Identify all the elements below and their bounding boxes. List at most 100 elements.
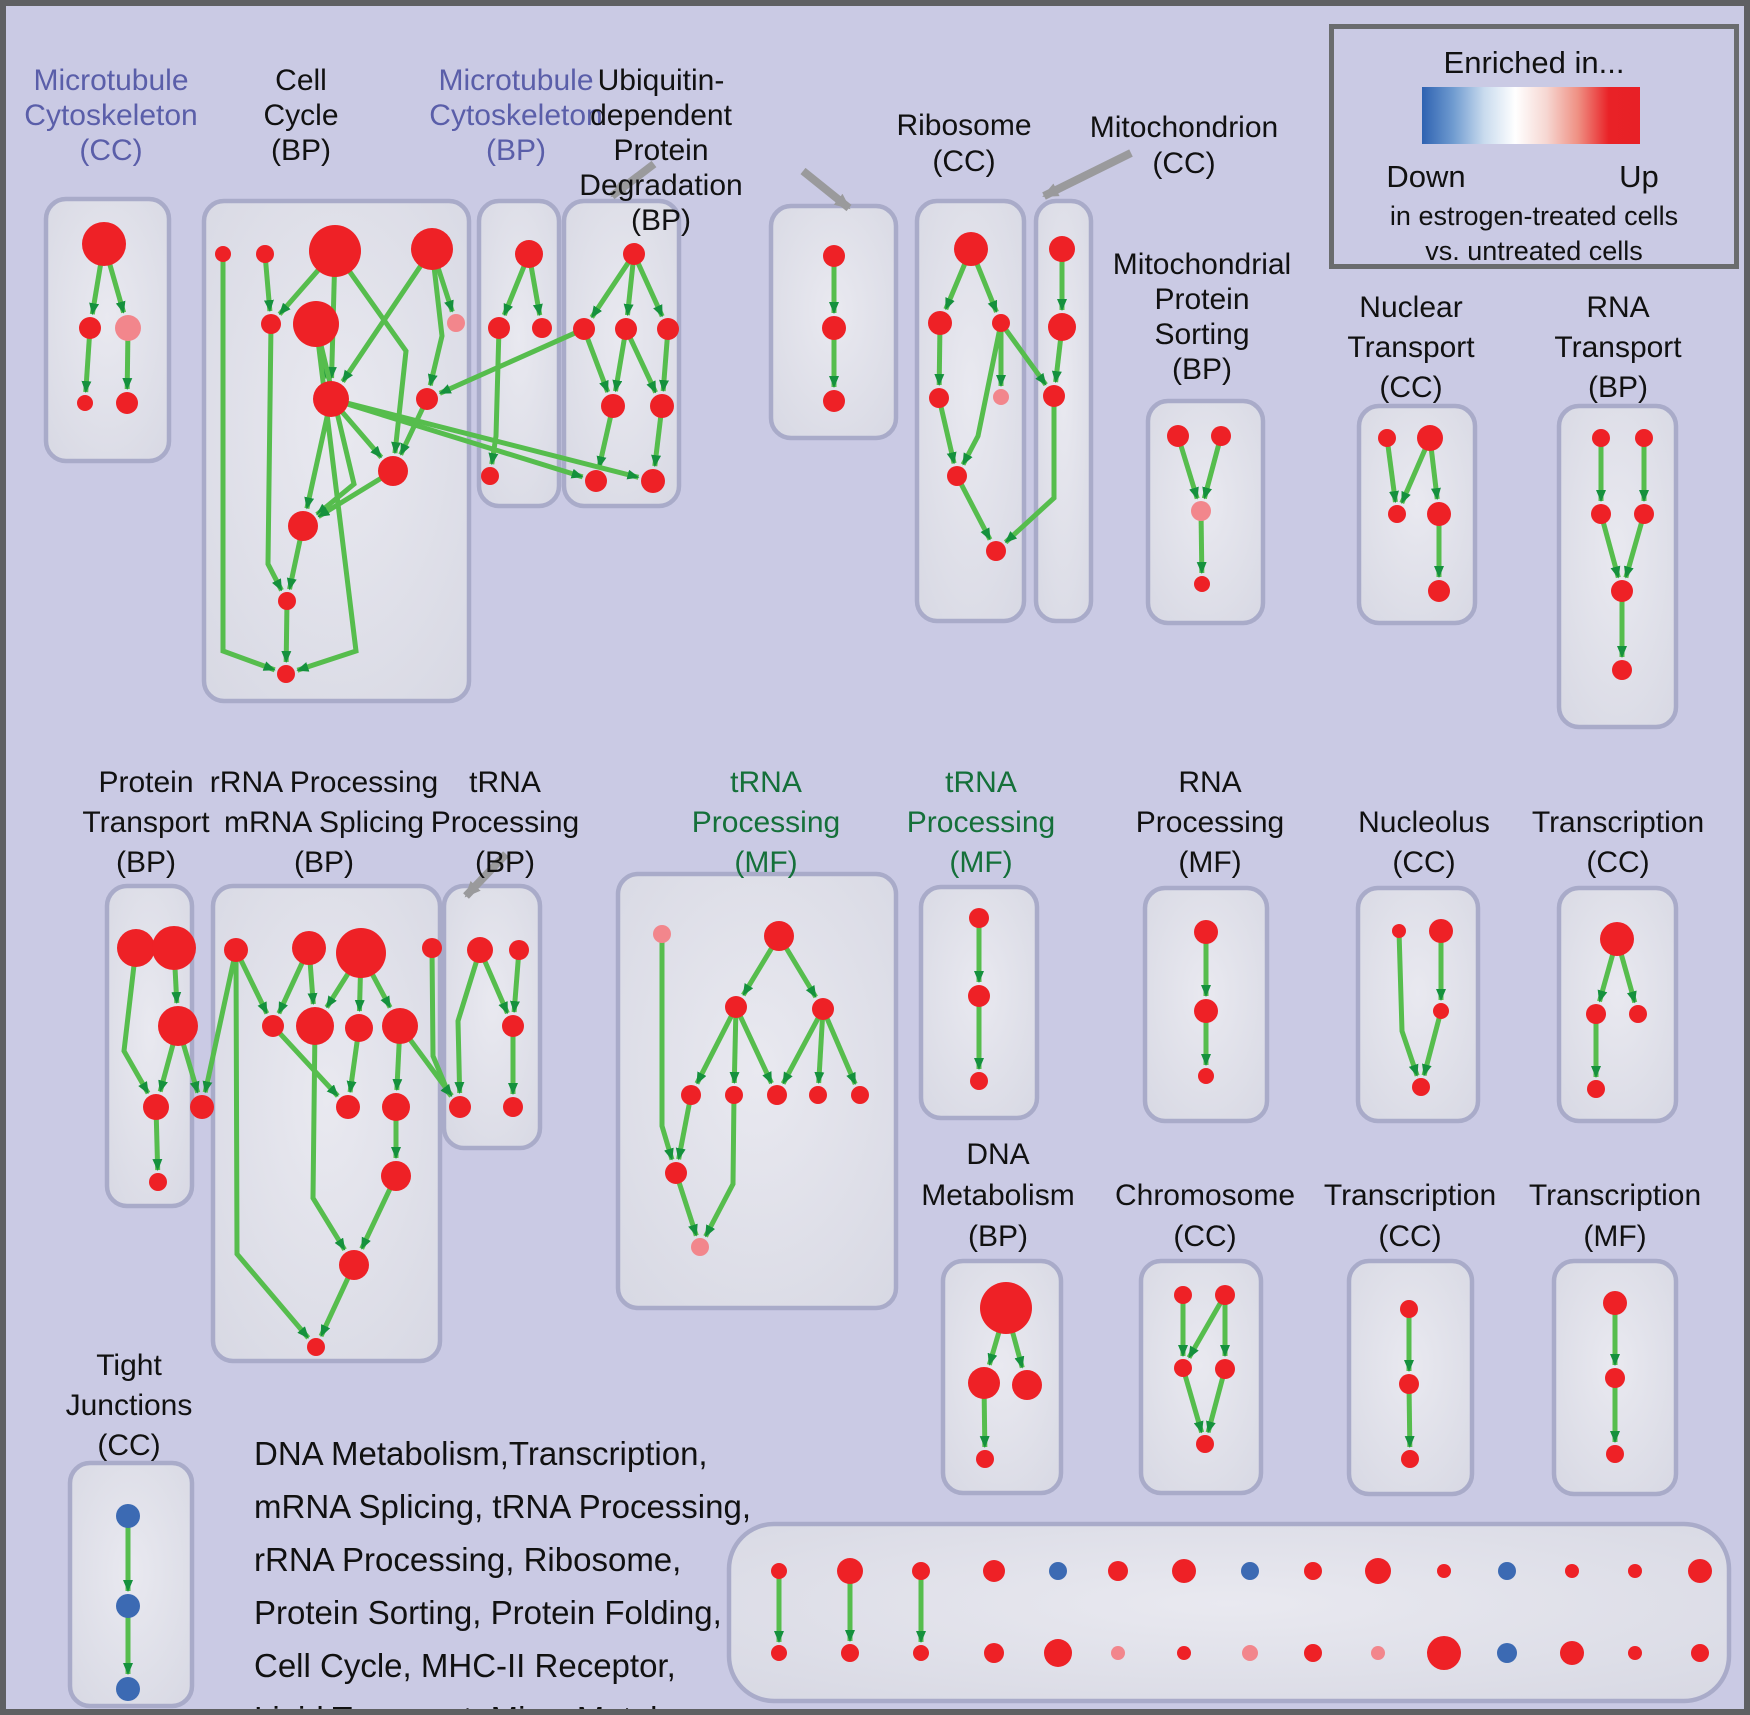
edge-rrna-r2a-r3a [277, 1031, 340, 1098]
node-tbp-BL [449, 1096, 471, 1118]
node-dnam-D1 [980, 1282, 1032, 1334]
legend: Enriched in... Down Up in estrogen-treat… [1329, 24, 1739, 269]
edge-cc-n8-ub1-bR [346, 400, 640, 480]
node-nucl-ncBt [1412, 1078, 1430, 1096]
ubiquitin-left-pointer [609, 160, 657, 200]
edge-tmf1-GR-c3 [780, 1016, 821, 1085]
edge-chrom-C3-C5 [1182, 1374, 1205, 1434]
edge-mito-M2-M3 [1051, 339, 1063, 384]
node-misc-a5 [1049, 1562, 1067, 1580]
node-misc-a12 [1498, 1562, 1516, 1580]
node-chrom-C4 [1215, 1359, 1235, 1379]
node-mt_bp-m4 [481, 467, 499, 485]
edge-cc-n9-n10 [398, 406, 425, 456]
edge-rtrans-T3-T5 [1600, 522, 1621, 579]
edge-cc-n4-n9 [427, 268, 445, 387]
edge-rrna-r2b-mg [310, 1043, 347, 1251]
edge-chrom-C4-C5 [1205, 1377, 1226, 1434]
node-tmf1-pk2 [691, 1238, 709, 1256]
edge-mt_cc-a-c [107, 263, 127, 314]
edge-cc-n3-n5 [277, 268, 321, 316]
cluster-label-nucl: Nucleolus (CC) [1358, 806, 1490, 879]
cluster-label-cc: Cell Cycle (BP) [263, 64, 339, 167]
edge-tmf1-GR-c5 [824, 1017, 858, 1085]
edge-mt_cc-a-b [89, 264, 104, 316]
edge-cc-n10-n11 [317, 476, 383, 519]
edge-ub1-vL-bL [596, 416, 614, 469]
node-tmf1-c2 [725, 1086, 743, 1104]
node-tbp-K1 [467, 937, 493, 963]
node-rtrans-T6 [1612, 660, 1632, 680]
node-tmf2-h3 [970, 1072, 988, 1090]
node-ntrans-N5 [1428, 580, 1450, 602]
node-mt_cc-c [115, 315, 141, 341]
node-misc-a1 [771, 1563, 787, 1579]
cluster-box-chrom [1138, 1258, 1264, 1496]
node-misc-b3 [913, 1645, 929, 1661]
node-misc-b4 [984, 1643, 1004, 1663]
node-misc-b8 [1242, 1645, 1258, 1661]
cluster-label-ntrans: Nuclear Transport (CC) [1347, 291, 1475, 404]
edge-cc-n6-n13 [296, 345, 359, 673]
node-misc-b1 [771, 1645, 787, 1661]
node-ub1-uL [573, 318, 595, 340]
node-ribo-R1 [954, 232, 988, 266]
node-cc-n7 [447, 314, 465, 332]
node-misc-b6 [1111, 1646, 1125, 1660]
node-rrna-r4 [381, 1161, 411, 1191]
node-tmf1-c1 [681, 1085, 701, 1105]
node-tcc2-X3 [1629, 1005, 1647, 1023]
legend-title: Enriched in... [1443, 45, 1625, 80]
node-misc-b12 [1497, 1643, 1517, 1663]
edge-ptrans-C-E [181, 1043, 201, 1094]
node-mito-M1 [1049, 236, 1075, 262]
edge-nucl-ncM-ncBt [1421, 1017, 1442, 1077]
edge-tmf1-GR-c4 [814, 1018, 825, 1085]
node-misc-b7 [1177, 1646, 1191, 1660]
node-mt_cc-d [77, 395, 93, 411]
cluster-label-tbp: tRNA Processing (BP) [430, 766, 580, 879]
node-misc-b2 [841, 1644, 859, 1662]
edge-tmf1-L-pk2 [676, 1181, 699, 1237]
edge-msort-S3-S4 [1196, 519, 1207, 575]
node-ribo-R7 [986, 541, 1006, 561]
node-chrom-C2 [1215, 1285, 1235, 1305]
cluster-label-tmf3: Transcription (MF) [1528, 1179, 1702, 1253]
node-msort-S2 [1211, 426, 1231, 446]
cluster-label-tmf1: tRNA Processing (MF) [691, 766, 841, 879]
node-ub1-vL [601, 394, 625, 418]
node-ptrans-D [143, 1094, 169, 1120]
cluster-box-dnam [940, 1258, 1064, 1496]
node-rrna-r2d [382, 1008, 418, 1044]
edge-ribo-R1-R3 [974, 262, 999, 313]
node-ub2-q2 [822, 316, 846, 340]
node-tmf1-L [665, 1162, 687, 1184]
edge-ribo-R2-R4 [934, 333, 945, 387]
node-tj-J1 [116, 1504, 140, 1528]
node-ub1-u1 [623, 243, 645, 265]
node-tmf3-Z1 [1603, 1291, 1627, 1315]
node-misc-b14 [1628, 1646, 1642, 1660]
node-ptrans-C [158, 1006, 198, 1046]
node-cc-n4 [411, 228, 453, 270]
node-mt_cc-b [79, 317, 101, 339]
edge-ub1-uM-vR [627, 337, 658, 394]
node-tbp-KM [502, 1015, 524, 1037]
cluster-label-tcc2: Transcription (CC) [1531, 806, 1705, 879]
node-ptrans-B [152, 926, 196, 970]
node-ribo-R6 [947, 466, 967, 486]
edge-tmf1-pk1-L [659, 942, 675, 1161]
edge-tcc3-Y2-Y3 [1404, 1392, 1415, 1449]
node-tmf2-h1 [969, 908, 989, 928]
edge-cc-n5-n12 [265, 332, 284, 592]
node-ribo-R3 [992, 314, 1010, 332]
edge-rrna-mg-bt [318, 1276, 351, 1338]
node-rrna-r2c [345, 1014, 373, 1042]
cluster-label-ubiq_label: Ubiquitin- dependent Protein Degradation… [579, 64, 743, 237]
edge-ub1-uL-vL [585, 337, 611, 393]
cluster-label-chrom: Chromosome (CC) [1114, 1179, 1296, 1253]
edge-ribo-R4-R6 [938, 406, 957, 465]
edge-ub1-u1-uR [635, 262, 665, 318]
edge-ntrans-N1-N3 [1385, 445, 1399, 504]
